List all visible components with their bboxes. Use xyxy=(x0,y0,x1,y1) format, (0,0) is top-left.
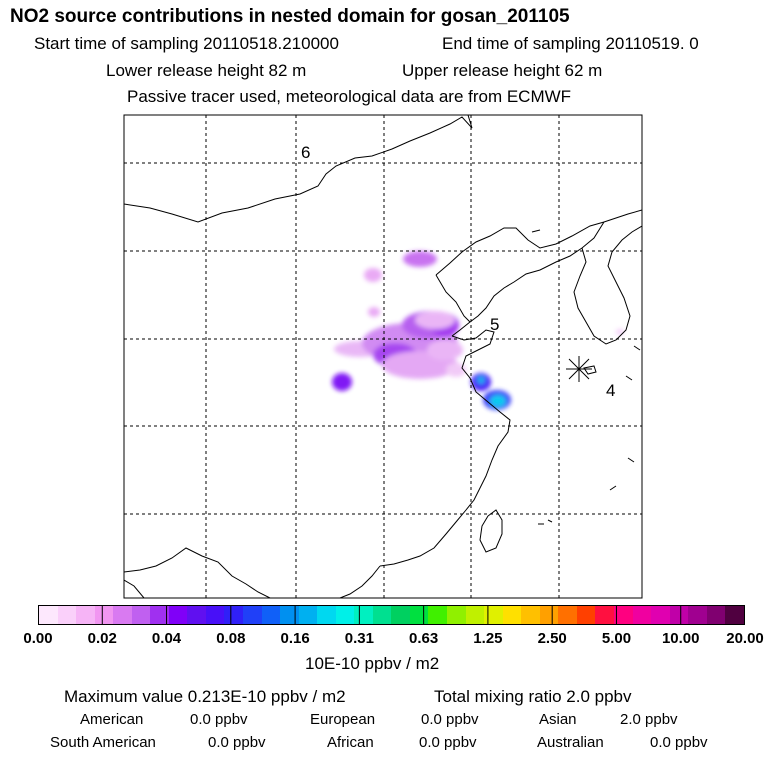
source-name-american: American xyxy=(80,711,144,728)
coastlines xyxy=(124,115,642,598)
color-swatch xyxy=(428,606,448,624)
contour-label-4: 4 xyxy=(606,381,615,400)
colorbar-tick-label: 0.00 xyxy=(23,630,53,647)
colorbar-tick-label: 10.00 xyxy=(661,630,700,647)
contour-label-6: 6 xyxy=(301,143,310,162)
color-swatch xyxy=(224,606,244,624)
source-name-african: African xyxy=(327,734,374,751)
color-swatch xyxy=(187,606,206,624)
color-swatch xyxy=(113,606,132,624)
color-swatch xyxy=(595,606,614,624)
color-swatch xyxy=(317,606,336,624)
color-swatch xyxy=(558,606,577,624)
source-value-american: 0.0 ppbv xyxy=(190,711,248,728)
color-swatch xyxy=(447,606,466,624)
color-swatch xyxy=(354,606,373,624)
receptor-marker xyxy=(566,356,592,382)
colorbar-tick-label: 0.63 xyxy=(409,630,439,647)
lat-lon-grid xyxy=(124,115,642,598)
max-value-text: Maximum value 0.213E-10 ppbv / m2 xyxy=(64,687,346,706)
colorbar-tick-label: 0.04 xyxy=(151,630,182,647)
color-swatch xyxy=(613,606,633,624)
color-swatch xyxy=(280,606,299,624)
color-swatch xyxy=(94,606,114,624)
color-swatch xyxy=(243,606,262,624)
source-name-european: European xyxy=(310,711,376,728)
color-swatch xyxy=(521,606,540,624)
source-name-south-american: South American xyxy=(50,734,156,751)
colorbar-tick-label: 0.02 xyxy=(87,630,117,647)
source-value-european: 0.0 ppbv xyxy=(421,711,479,728)
color-scale-bar xyxy=(38,605,745,625)
colorbar-tick-label: 5.00 xyxy=(601,630,632,647)
color-swatch xyxy=(706,606,726,624)
color-swatch xyxy=(651,606,670,624)
page-title: NO2 source contributions in nested domai… xyxy=(10,6,570,27)
total-mixing-text: Total mixing ratio 2.0 ppbv xyxy=(434,687,632,706)
color-swatch xyxy=(576,606,596,624)
colorbar-tick-label: 2.50 xyxy=(537,630,567,647)
color-swatch xyxy=(168,606,188,624)
tracer-note: Passive tracer used, meteorological data… xyxy=(127,87,572,106)
color-swatch xyxy=(131,606,151,624)
source-value-south-american: 0.0 ppbv xyxy=(208,734,266,751)
colorbar-tick-label: 0.16 xyxy=(280,630,310,647)
lower-release-label: Lower release height 82 m xyxy=(106,61,307,80)
color-swatch xyxy=(372,606,392,624)
start-time-label: Start time of sampling 20110518.210000 xyxy=(34,34,339,53)
upper-release-label: Upper release height 62 m xyxy=(402,61,603,80)
map-frame xyxy=(123,114,643,599)
source-value-asian: 2.0 ppbv xyxy=(620,711,678,728)
color-swatch xyxy=(391,606,410,624)
color-swatch xyxy=(39,606,58,624)
color-swatch xyxy=(725,606,744,624)
color-swatch xyxy=(688,606,707,624)
color-swatch xyxy=(298,606,318,624)
color-swatch xyxy=(261,606,281,624)
colorbar-tick-label: 1.25 xyxy=(473,630,503,647)
color-swatch xyxy=(502,606,522,624)
color-swatch xyxy=(632,606,652,624)
color-swatch xyxy=(76,606,95,624)
source-value-african: 0.0 ppbv xyxy=(419,734,477,751)
color-swatch xyxy=(150,606,169,624)
color-swatch xyxy=(335,606,355,624)
color-swatch xyxy=(484,606,503,624)
colorbar-tick-label: 0.08 xyxy=(216,630,246,647)
color-swatch xyxy=(669,606,689,624)
color-swatch xyxy=(465,606,485,624)
color-swatch xyxy=(57,606,77,624)
end-time-label: End time of sampling 20110519. 0 xyxy=(442,34,699,53)
color-swatch xyxy=(539,606,559,624)
colorbar-tick-label: 0.31 xyxy=(344,630,374,647)
contour-label-5: 5 xyxy=(490,315,499,334)
color-swatch xyxy=(205,606,225,624)
source-value-australian: 0.0 ppbv xyxy=(650,734,708,751)
colorbar-tick-label: 20.00 xyxy=(726,630,764,647)
source-name-asian: Asian xyxy=(539,711,577,728)
colorbar-unit: 10E-10 ppbv / m2 xyxy=(305,654,440,673)
source-name-australian: Australian xyxy=(537,734,604,751)
color-swatch xyxy=(409,606,429,624)
